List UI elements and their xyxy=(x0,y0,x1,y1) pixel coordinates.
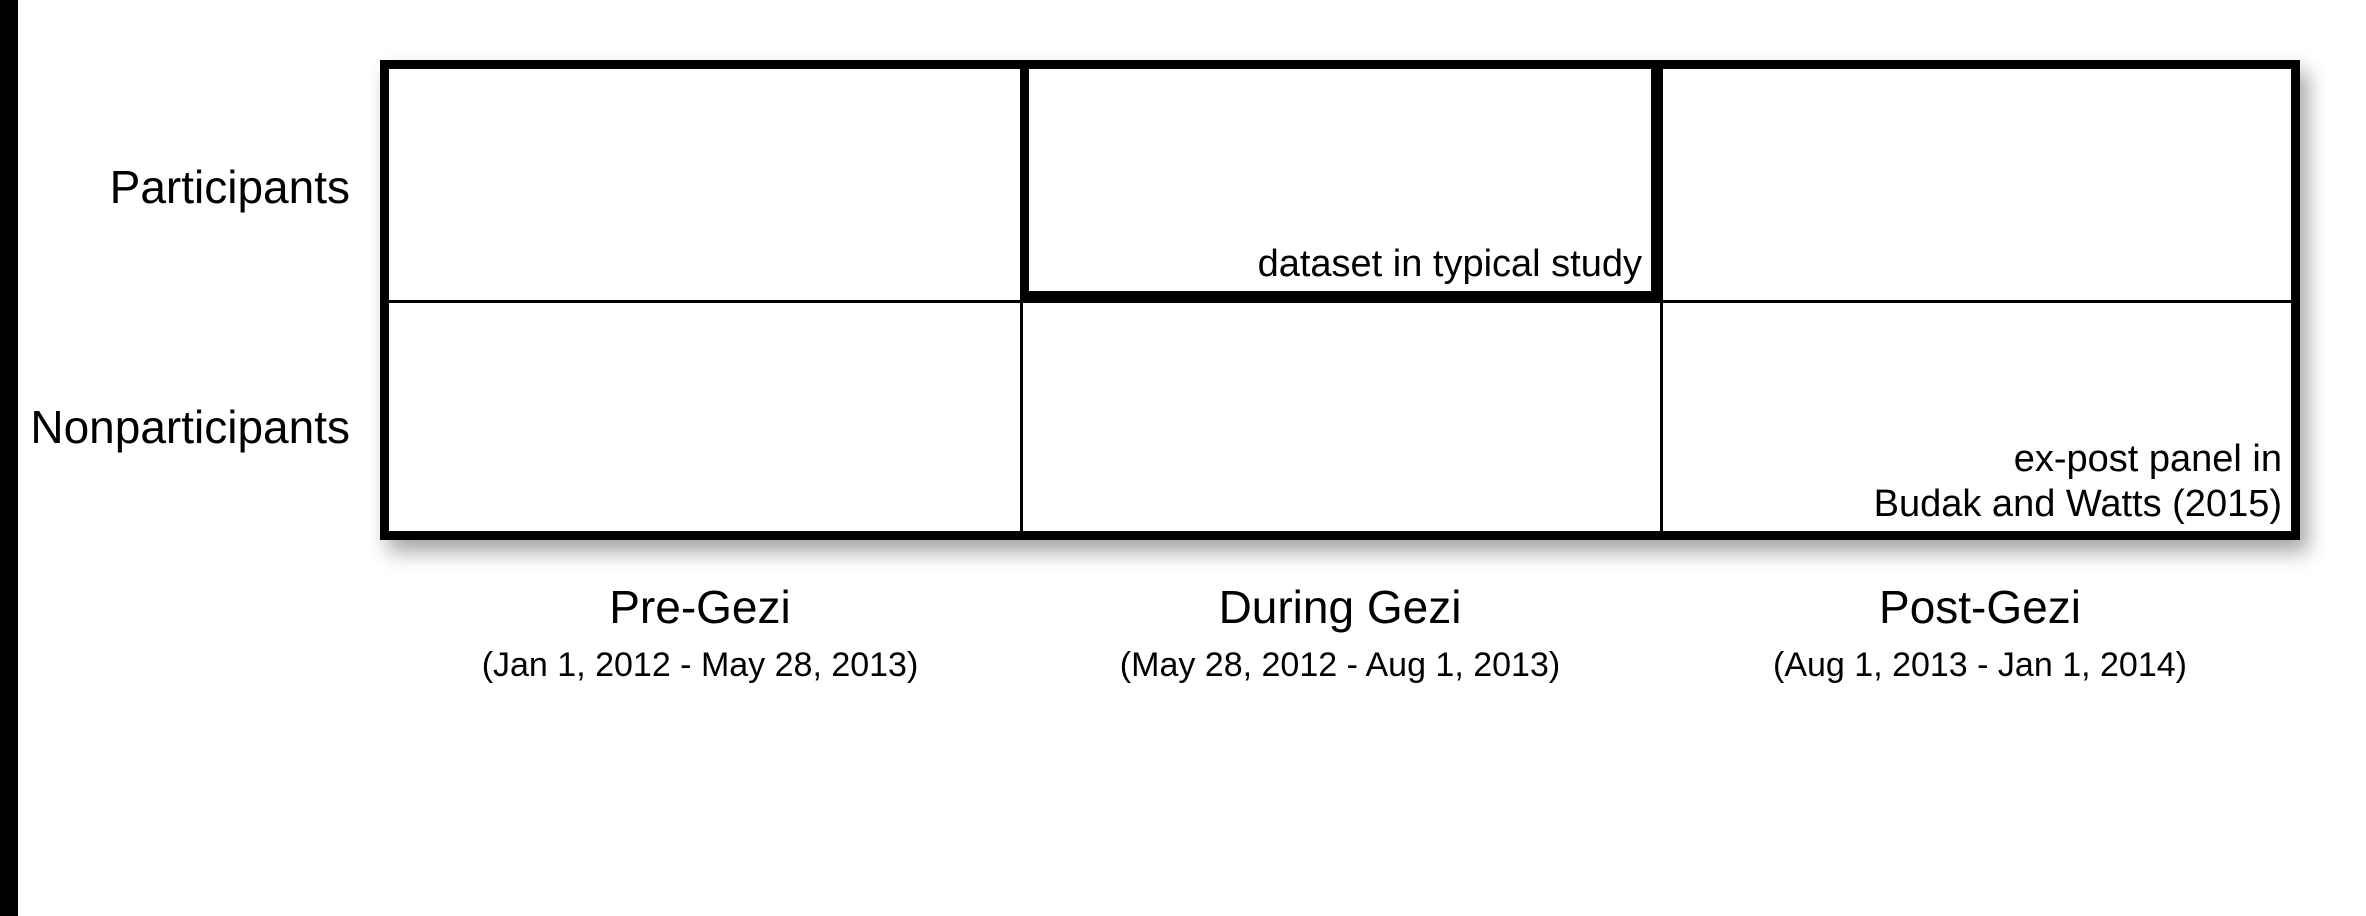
col-title-1: During Gezi xyxy=(1020,580,1660,634)
horizontal-divider xyxy=(380,300,2300,303)
cell-r1-c0 xyxy=(380,300,1020,540)
col-sub-1: (May 28, 2012 - Aug 1, 2013) xyxy=(1020,646,1660,685)
annotation-expost-line2: Budak and Watts (2015) xyxy=(1874,483,2282,525)
cell-r0-c1: dataset in typical study xyxy=(1020,60,1660,300)
col-label-2: Post-Gezi (Aug 1, 2013 - Jan 1, 2014) xyxy=(1660,580,2300,685)
row-label-nonparticipants: Nonparticipants xyxy=(0,400,350,454)
col-sub-2: (Aug 1, 2013 - Jan 1, 2014) xyxy=(1660,646,2300,685)
col-title-2: Post-Gezi xyxy=(1660,580,2300,634)
grid-wrapper: dataset in typical study ex-post panel i… xyxy=(380,60,2300,540)
cell-r1-c2: ex-post panel in Budak and Watts (2015) xyxy=(1660,300,2300,540)
col-label-1: During Gezi (May 28, 2012 - Aug 1, 2013) xyxy=(1020,580,1660,685)
col-label-0: Pre-Gezi (Jan 1, 2012 - May 28, 2013) xyxy=(380,580,1020,685)
page-left-bar xyxy=(0,0,18,916)
row-label-participants: Participants xyxy=(30,160,350,214)
cell-r1-c1 xyxy=(1020,300,1660,540)
cell-r0-c0 xyxy=(380,60,1020,300)
column-labels: Pre-Gezi (Jan 1, 2012 - May 28, 2013) Du… xyxy=(380,580,2300,685)
annotation-expost-line1: ex-post panel in xyxy=(2014,438,2282,480)
col-title-0: Pre-Gezi xyxy=(380,580,1020,634)
col-sub-0: (Jan 1, 2012 - May 28, 2013) xyxy=(380,646,1020,685)
annotation-typical-study: dataset in typical study xyxy=(1258,242,1642,288)
cell-r0-c2 xyxy=(1660,60,2300,300)
annotation-expost: ex-post panel in Budak and Watts (2015) xyxy=(1874,437,2282,528)
